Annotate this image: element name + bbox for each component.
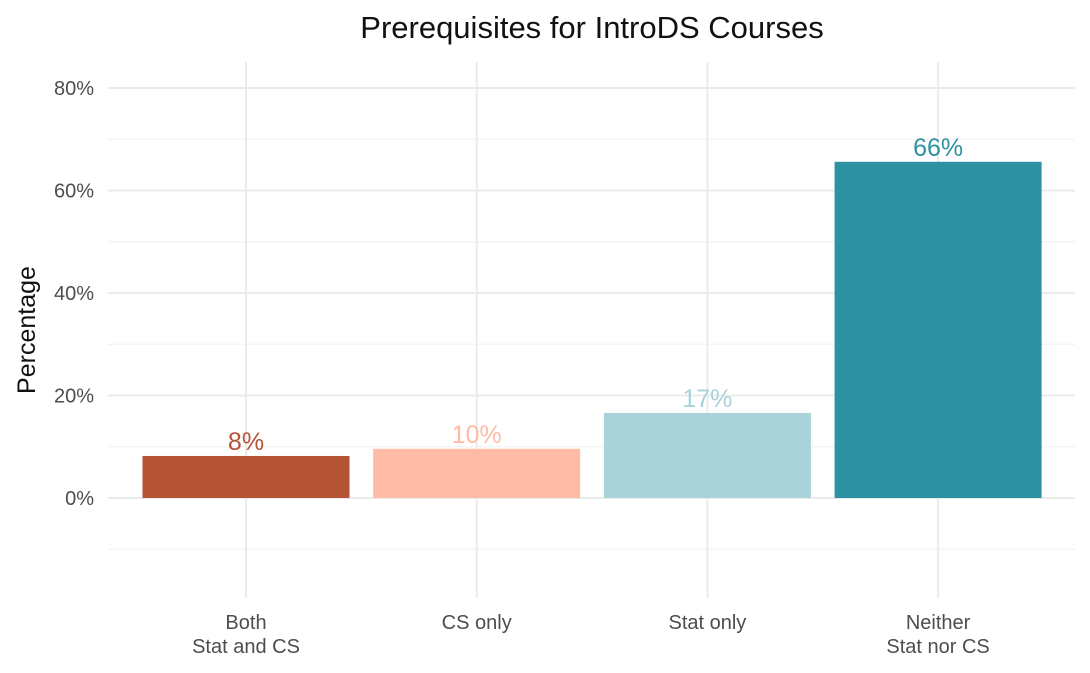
bar <box>373 448 581 498</box>
y-tick-label: 40% <box>54 283 94 305</box>
y-axis-label: Percentage <box>13 266 41 394</box>
bars <box>142 161 1042 499</box>
x-tick-label-line: Stat and CS <box>192 636 300 658</box>
y-tick-label: 0% <box>65 488 94 510</box>
x-tick-label-line: Both <box>225 612 266 634</box>
data-label: 66% <box>913 134 963 162</box>
x-tick-label: Neither Stat nor CS <box>886 612 989 658</box>
axis-ticks: 0% 20% 40% 60% 80% Both Stat and CS CS only Stat… <box>54 78 990 658</box>
y-tick-label: 80% <box>54 78 94 100</box>
bar <box>603 412 811 498</box>
x-tick-label-line: Stat only <box>668 612 746 634</box>
x-tick-label-line: Stat nor CS <box>886 636 989 658</box>
data-labels: 8% 10% 17% 66% <box>228 134 963 456</box>
x-tick-label: CS only <box>442 612 512 634</box>
bar <box>142 455 350 498</box>
x-tick-label: Both Stat and CS <box>192 612 300 658</box>
data-label: 8% <box>228 428 264 456</box>
chart-title: Prerequisites for IntroDS Courses <box>360 10 823 45</box>
x-tick-label-line: Neither <box>906 612 971 634</box>
bar <box>834 161 1042 499</box>
y-tick-label: 20% <box>54 386 94 408</box>
y-tick-label: 60% <box>54 181 94 203</box>
x-tick-label-line: CS only <box>442 612 512 634</box>
data-label: 10% <box>452 421 502 449</box>
data-label: 17% <box>682 385 732 413</box>
x-tick-label: Stat only <box>668 612 746 634</box>
